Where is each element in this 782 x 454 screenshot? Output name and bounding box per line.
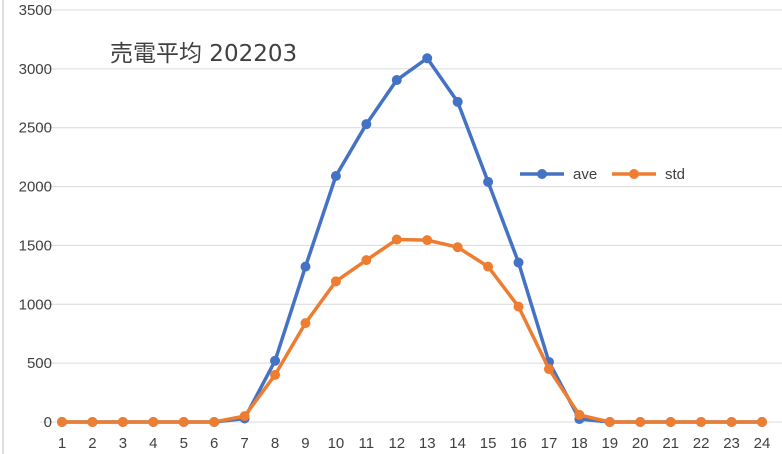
x-tick-label-17: 17	[541, 435, 558, 452]
y-tick-label-3500: 3500	[19, 2, 52, 19]
x-tick-label-22: 22	[693, 435, 710, 452]
legend-label-std: std	[665, 166, 685, 183]
x-tick-label-18: 18	[571, 435, 588, 452]
y-tick-label-1000: 1000	[19, 296, 52, 313]
point-std-18	[575, 410, 584, 419]
series-group	[58, 54, 767, 427]
point-std-22	[697, 418, 706, 427]
point-std-3	[118, 418, 127, 427]
y-tick-label-3000: 3000	[19, 61, 52, 78]
x-tick-label-16: 16	[510, 435, 527, 452]
point-std-19	[605, 418, 614, 427]
x-tick-label-10: 10	[328, 435, 345, 452]
point-ave-9	[301, 262, 310, 271]
x-axis: 1 2 3 4 5 6 7 8 9 10 11 12 13 14 15 16 17 18 19 20 21 22 23 24	[58, 435, 771, 452]
point-ave-16	[514, 258, 523, 267]
point-std-8	[271, 370, 280, 379]
x-tick-label-1: 1	[58, 435, 66, 452]
point-ave-15	[484, 177, 493, 186]
x-tick-label-20: 20	[632, 435, 649, 452]
x-tick-label-8: 8	[271, 435, 279, 452]
y-tick-label-2500: 2500	[19, 120, 52, 137]
x-tick-label-9: 9	[301, 435, 309, 452]
y-tick-label-0: 0	[44, 414, 52, 431]
point-std-11	[362, 256, 371, 265]
x-tick-label-4: 4	[149, 435, 157, 452]
x-tick-label-13: 13	[419, 435, 436, 452]
x-tick-label-6: 6	[210, 435, 218, 452]
point-std-5	[179, 418, 188, 427]
point-ave-10	[331, 171, 340, 180]
point-std-7	[240, 412, 249, 421]
point-std-24	[758, 418, 767, 427]
x-tick-label-5: 5	[180, 435, 188, 452]
point-ave-11	[362, 120, 371, 129]
point-std-6	[210, 418, 219, 427]
x-tick-label-7: 7	[240, 435, 248, 452]
y-tick-label-2000: 2000	[19, 179, 52, 196]
point-std-1	[58, 418, 67, 427]
point-ave-8	[271, 356, 280, 365]
y-axis: 0 500 1000 1500 2000 2500 3000 3500	[3, 0, 52, 454]
x-tick-label-21: 21	[662, 435, 679, 452]
series-line-std	[62, 240, 762, 422]
y-tick-label-1500: 1500	[19, 237, 52, 254]
legend-marker-std	[629, 169, 639, 179]
point-std-14	[453, 243, 462, 252]
x-tick-label-14: 14	[449, 435, 466, 452]
point-std-23	[727, 418, 736, 427]
point-std-4	[149, 418, 158, 427]
point-ave-12	[392, 76, 401, 85]
legend-label-ave: ave	[573, 166, 597, 183]
point-std-16	[514, 302, 523, 311]
x-tick-label-3: 3	[119, 435, 127, 452]
point-std-10	[331, 277, 340, 286]
point-std-13	[423, 236, 432, 245]
legend-marker-ave	[537, 169, 547, 179]
point-std-9	[301, 319, 310, 328]
x-tick-label-11: 11	[359, 435, 375, 452]
x-tick-label-12: 12	[388, 435, 405, 452]
x-tick-label-24: 24	[754, 435, 771, 452]
x-tick-label-15: 15	[480, 435, 497, 452]
x-tick-label-2: 2	[88, 435, 96, 452]
point-std-17	[544, 365, 553, 374]
point-std-20	[636, 418, 645, 427]
y-tick-label-500: 500	[27, 355, 52, 372]
x-tick-label-23: 23	[723, 435, 740, 452]
point-std-2	[88, 418, 97, 427]
point-ave-14	[453, 97, 462, 106]
point-std-12	[392, 235, 401, 244]
point-ave-13	[423, 54, 432, 63]
x-tick-label-19: 19	[601, 435, 618, 452]
point-std-21	[666, 418, 675, 427]
legend: ave std	[520, 166, 685, 183]
chart-title: 売電平均 202203	[110, 41, 297, 67]
point-std-15	[484, 262, 493, 271]
